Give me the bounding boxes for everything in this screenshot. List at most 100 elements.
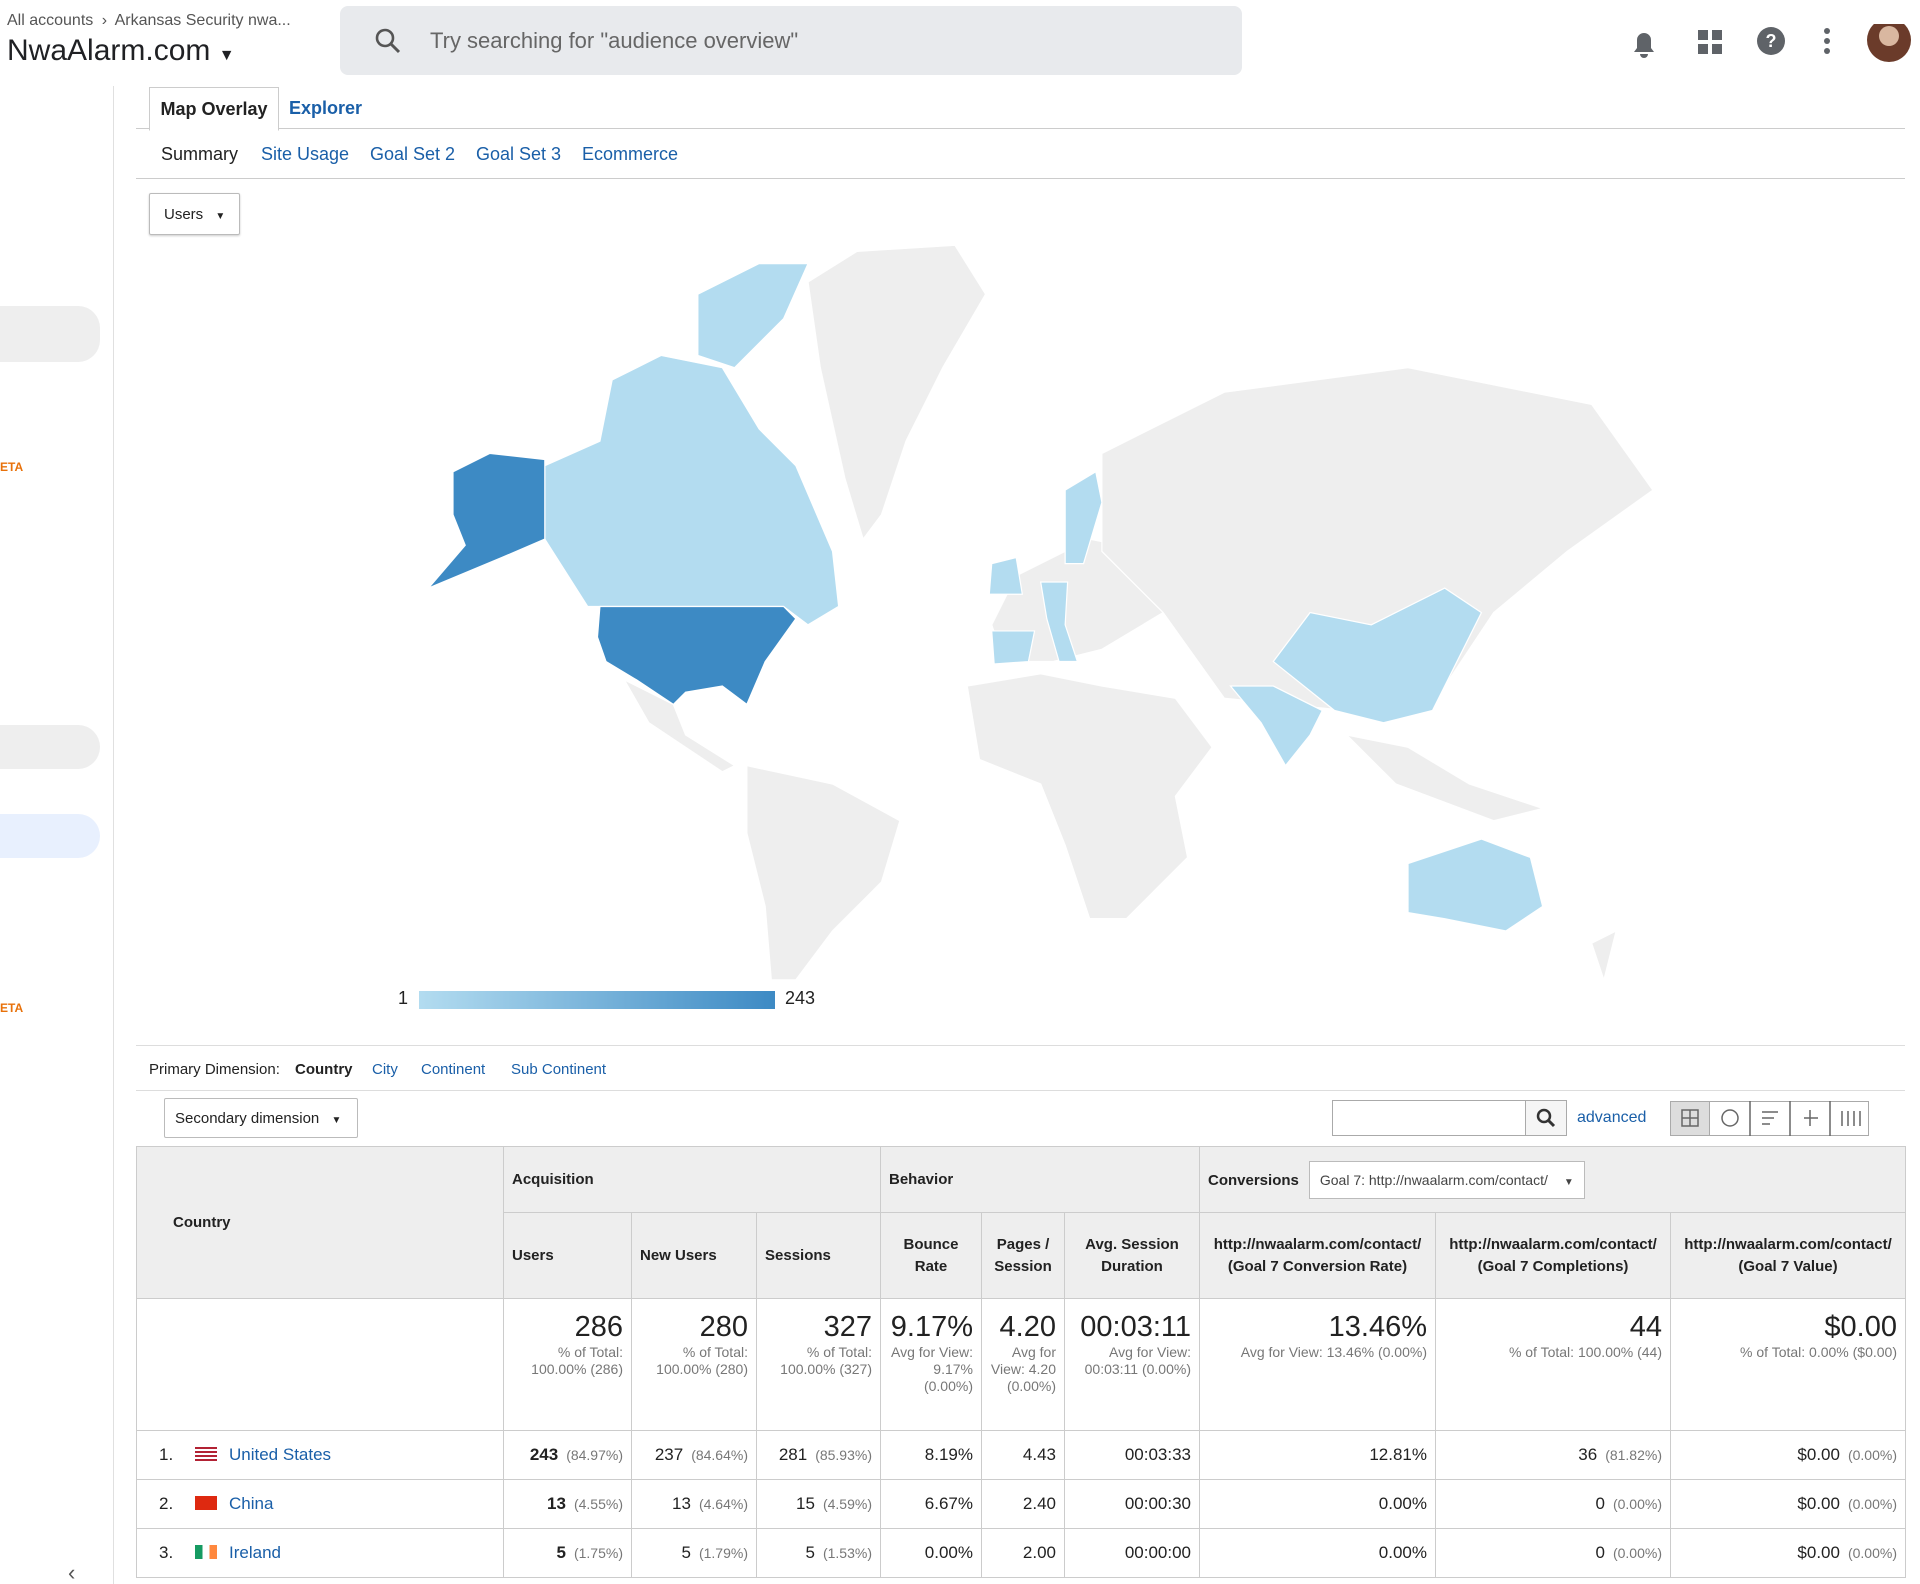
column-label: Sessions [765,1246,831,1264]
totals-row: 286% of Total: 100.00% (286) 280% of Tota… [136,1298,1906,1431]
total-sub: Avg for View: 9.17% (0.00%) [891,1344,973,1394]
data-row: 1. United States 243 (84.97%) 237 (84.64%) 281… [136,1430,1906,1480]
column-label: Bounce Rate [903,1235,959,1275]
subtab[interactable]: Ecommerce [582,144,679,164]
breadcrumb-item[interactable]: All accounts [7,12,94,29]
tab-active[interactable]: Map Overlay [149,87,279,131]
table-search-button[interactable] [1525,1100,1567,1136]
nav-item[interactable] [0,814,100,858]
header-icons: ? [1634,24,1911,62]
breadcrumb[interactable]: All accounts › Arkansas Security nwa... [7,12,291,29]
dimension-option[interactable]: Continent [421,1061,486,1078]
help-icon[interactable] [1757,27,1785,55]
secondary-dimension-dropdown[interactable]: Secondary dimension ▼ [164,1098,358,1138]
row-rank: 1. [159,1445,174,1464]
totals-cell: 4.20 Avg for View: 4.20 (0.00%) [981,1298,1065,1431]
table-search-input[interactable] [1332,1100,1527,1136]
total-value: 44 [1629,1311,1662,1343]
data-cell: 0 (0.00%) [1435,1528,1671,1578]
dimension-active[interactable]: Country [295,1061,353,1078]
column-header[interactable]: Bounce Rate [880,1212,982,1299]
data-cell: 36 (81.82%) [1435,1430,1671,1480]
search-bar[interactable]: Try searching for "audience overview" [340,6,1242,75]
divider [136,1045,1905,1046]
view-switcher[interactable] [1670,1101,1870,1137]
tab[interactable]: Explorer [289,98,363,118]
data-cell: 5 (1.79%) [631,1528,757,1578]
apps-icon[interactable] [1698,30,1722,54]
legend-max: 243 [785,988,816,1008]
total-value: 4.20 [999,1311,1056,1343]
country-link[interactable]: United States [229,1445,332,1464]
cell-percent: (1.79%) [698,1545,748,1561]
nav-item[interactable] [0,306,100,362]
breadcrumb-item[interactable]: Arkansas Security nwa... [114,12,291,29]
flag [195,1545,217,1559]
data-cell: 00:00:30 [1064,1479,1200,1529]
column-header[interactable]: Sessions [756,1212,881,1299]
data-cell: 0.00% [1199,1479,1436,1529]
collapse-icon[interactable]: ‹ [68,1560,76,1584]
cell-value: $0.00 [1797,1494,1840,1513]
cell-percent: (0.00%) [1847,1545,1897,1561]
divider [113,86,114,1584]
cell-value: 5 [556,1543,566,1562]
data-table: Country Acquisition Behavior Conversions Goa… [136,1146,1906,1578]
dimension-option[interactable]: City [372,1061,398,1078]
property-name[interactable]: NwaAlarm.com [7,34,211,67]
beta-badge: ETA [0,460,24,474]
header-row: Users New Users Sessions Bounce Rate Pages /… [137,1212,1906,1299]
subtab[interactable]: Goal Set 3 [476,144,562,164]
column-header[interactable]: New Users [631,1212,757,1299]
nav-item[interactable] [0,725,100,769]
country-link[interactable]: China [229,1494,274,1513]
cell-value: 00:03:33 [1124,1445,1191,1464]
flag [195,1496,217,1510]
data-cell: 0 (0.00%) [1435,1479,1671,1529]
cell-value: 00:00:30 [1124,1494,1191,1513]
column-header[interactable]: Avg. Session Duration [1064,1212,1200,1299]
cell-value: 15 [796,1494,815,1513]
column-header[interactable]: Pages / Session [981,1212,1065,1299]
column-header[interactable]: Users [503,1212,632,1299]
metric-dropdown[interactable]: Users ▼ [149,193,240,235]
data-cell: 15 (4.59%) [756,1479,881,1529]
country-link[interactable]: Ireland [229,1543,281,1562]
goal-dropdown[interactable]: Goal 7: http://nwaalarm.com/contact/ ▼ [1308,1160,1585,1199]
data-cell: $0.00 (0.00%) [1670,1430,1906,1480]
totals-cell: 44% of Total: 100.00% (44) [1435,1298,1671,1431]
group-header: Conversions Goal 7: http://nwaalarm.com/c… [1199,1146,1906,1213]
column-label: Pages / Session [994,1235,1052,1275]
total-value: 9.17% [890,1311,973,1343]
column-header[interactable]: http://nwaalarm.com/contact/ (Goal 7 Val… [1670,1212,1906,1299]
subtab[interactable]: Goal Set 2 [370,144,456,164]
column-header[interactable]: http://nwaalarm.com/contact/ (Goal 7 Con… [1199,1212,1436,1299]
group-label: Acquisition [512,1171,594,1188]
column-label: Users [512,1246,554,1264]
advanced-link[interactable]: advanced [1577,1109,1647,1126]
property-selector[interactable]: NwaAlarm.com ▼ [7,34,235,67]
data-cell: $0.00 (0.00%) [1670,1479,1906,1529]
cell-percent: (0.00%) [1847,1447,1897,1463]
cell-percent: (84.64%) [691,1447,748,1463]
total-sub: % of Total: 0.00% ($0.00) [1740,1344,1897,1360]
column-header[interactable]: http://nwaalarm.com/contact/ (Goal 7 Com… [1435,1212,1671,1299]
legend-min: 1 [398,988,409,1008]
cell-percent: (0.00%) [1847,1496,1897,1512]
data-cell: 0.00% [880,1528,982,1578]
cell-value: 5 [681,1543,691,1562]
cell-percent: (4.55%) [573,1496,623,1512]
more-icon[interactable] [1824,28,1830,54]
cell-percent: (81.82%) [1605,1447,1662,1463]
cell-value: 0.00% [924,1543,973,1562]
dimension-option[interactable]: Sub Continent [511,1061,607,1078]
subtab[interactable]: Site Usage [261,144,350,164]
goal-label: Goal 7: http://nwaalarm.com/contact/ [1319,1171,1548,1188]
cell-value: 2.00 [1022,1543,1056,1562]
totals-cell: 13.46% Avg for View: 13.46% (0.00%) [1199,1298,1436,1431]
total-value: 13.46% [1328,1311,1427,1343]
subtab-active[interactable]: Summary [161,144,239,164]
notifications-icon[interactable] [1634,33,1654,58]
cell-value: 6.67% [924,1494,973,1513]
